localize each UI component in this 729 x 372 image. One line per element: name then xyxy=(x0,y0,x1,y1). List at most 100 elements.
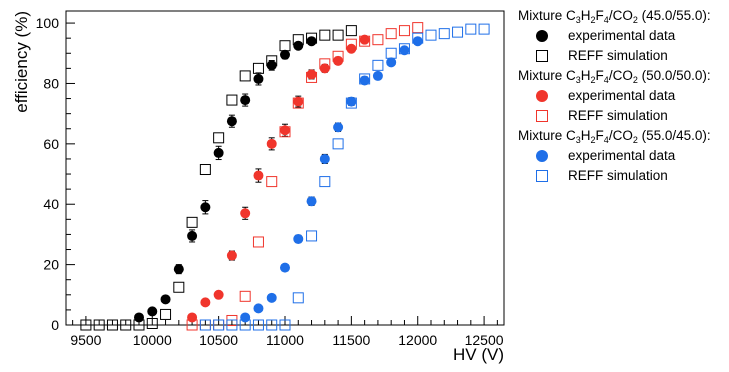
legend-entry-simulation: REFF simulation xyxy=(518,166,726,186)
simulation-data-point xyxy=(213,319,225,331)
x-tick-label: 11500 xyxy=(332,332,370,348)
experimental-data-point xyxy=(399,45,410,56)
simulation-data-point xyxy=(398,25,410,37)
y-tick-label: 60 xyxy=(43,136,59,152)
simulation-data-point xyxy=(332,29,344,41)
experimental-data-point xyxy=(359,34,370,45)
simulation-data-point xyxy=(252,236,264,248)
data-marks xyxy=(80,22,490,331)
simulation-data-point xyxy=(438,28,450,40)
simulation-data-point xyxy=(173,281,185,293)
simulation-data-point xyxy=(199,164,211,176)
experimental-data-point xyxy=(187,230,198,241)
legend-entry-experimental: experimental data xyxy=(518,86,726,106)
simulation-data-point xyxy=(372,34,384,46)
simulation-data-point xyxy=(306,71,318,83)
simulation-data-point xyxy=(292,34,304,46)
x-tick-label: 9500 xyxy=(70,332,101,348)
experimental-data-point xyxy=(346,96,357,107)
experimental-data-point xyxy=(240,208,251,219)
y-axis-label: efficiency (%) xyxy=(12,11,31,113)
simulation-data-point xyxy=(266,319,278,331)
x-tick-labels: 9500 10000 10500 11000 11500 12000 12500 xyxy=(70,332,503,348)
legend-header: Mixture C3H2F4/CO2 (55.0/45.0): xyxy=(518,128,711,145)
simulation-data-point xyxy=(239,319,251,331)
simulation-data-point xyxy=(186,319,198,331)
experimental-data-point xyxy=(253,303,264,314)
simulation-data-point xyxy=(160,308,172,320)
experimental-data-point xyxy=(266,138,277,149)
experimental-data-point xyxy=(280,49,290,60)
simulation-data-point xyxy=(292,292,304,304)
simulation-data-point xyxy=(359,73,371,85)
experimental-data-point xyxy=(306,196,317,207)
simulation-data-point xyxy=(372,59,384,71)
simulation-data-point xyxy=(226,319,238,331)
simulation-data-point xyxy=(106,319,118,331)
filled-circle-marker-icon xyxy=(536,150,548,162)
simulation-data-point xyxy=(279,126,291,138)
simulation-data-point xyxy=(412,22,424,34)
simulation-data-point xyxy=(279,319,291,331)
open-square-marker-icon xyxy=(536,170,548,182)
simulation-data-point xyxy=(252,319,264,331)
experimental-data-point xyxy=(200,202,211,213)
experimental-data-point xyxy=(134,312,144,323)
experimental-data-point xyxy=(386,57,397,68)
simulation-data-point xyxy=(398,43,410,55)
experimental-data-point xyxy=(240,312,251,323)
y-tick-label: 40 xyxy=(43,196,59,212)
open-square-marker-icon xyxy=(536,50,548,62)
y-tick-label: 0 xyxy=(51,317,59,333)
experimental-data-point xyxy=(213,289,224,300)
simulation-data-point xyxy=(332,50,344,62)
simulation-data-point xyxy=(465,23,477,35)
simulation-data-point xyxy=(319,29,331,41)
experimental-data-point xyxy=(187,312,198,323)
experimental-data-point xyxy=(253,73,264,84)
legend: Mixture C3H2F4/CO2 (45.0/55.0): experime… xyxy=(518,6,726,186)
simulation-data-point xyxy=(279,40,291,52)
legend-entry-simulation: REFF simulation xyxy=(518,46,726,66)
x-tick-label: 11000 xyxy=(266,332,304,348)
simulation-data-point xyxy=(213,132,225,144)
experimental-data-point xyxy=(293,96,304,107)
experimental-data-point xyxy=(173,264,184,275)
simulation-data-point xyxy=(239,70,251,82)
simulation-data-point xyxy=(266,176,278,188)
experimental-data-point xyxy=(280,262,290,273)
legend-header: Mixture C3H2F4/CO2 (50.0/50.0): xyxy=(518,68,711,85)
experimental-data-point xyxy=(266,292,277,303)
experimental-data-point xyxy=(253,170,264,181)
experimental-data-point xyxy=(412,36,423,47)
y-tick-label: 20 xyxy=(43,257,59,273)
legend-group-55-45: Mixture C3H2F4/CO2 (55.0/45.0): experime… xyxy=(518,126,726,186)
simulation-data-point xyxy=(385,28,397,40)
simulation-data-point xyxy=(199,319,211,331)
simulation-data-point xyxy=(345,25,357,37)
simulation-data-point xyxy=(345,97,357,109)
x-axis-label: HV (V) xyxy=(453,345,504,364)
legend-group-45-55: Mixture C3H2F4/CO2 (45.0/55.0): experime… xyxy=(518,6,726,66)
experimental-data-point xyxy=(226,116,237,127)
experimental-data-point xyxy=(293,40,304,51)
experimental-data-point xyxy=(293,233,304,244)
experimental-data-point xyxy=(280,125,290,136)
x-tick-label: 12000 xyxy=(398,332,437,348)
simulation-data-point xyxy=(292,97,304,109)
experimental-data-point xyxy=(200,297,211,308)
experimental-data-point xyxy=(306,36,317,47)
simulation-data-point xyxy=(93,319,105,331)
experimental-data-point xyxy=(306,69,317,80)
filled-circle-marker-icon xyxy=(536,30,548,42)
legend-entry-experimental: experimental data xyxy=(518,146,726,166)
experimental-data-point xyxy=(226,250,237,261)
simulation-data-point xyxy=(319,58,331,70)
simulation-data-point xyxy=(385,47,397,59)
experimental-data-point xyxy=(147,306,158,317)
simulation-data-point xyxy=(412,32,424,44)
simulation-data-point xyxy=(345,38,357,50)
simulation-data-point xyxy=(425,29,437,41)
y-tick-labels: 0 20 40 60 80 100 xyxy=(36,15,60,333)
x-tick-label: 10500 xyxy=(199,332,238,348)
